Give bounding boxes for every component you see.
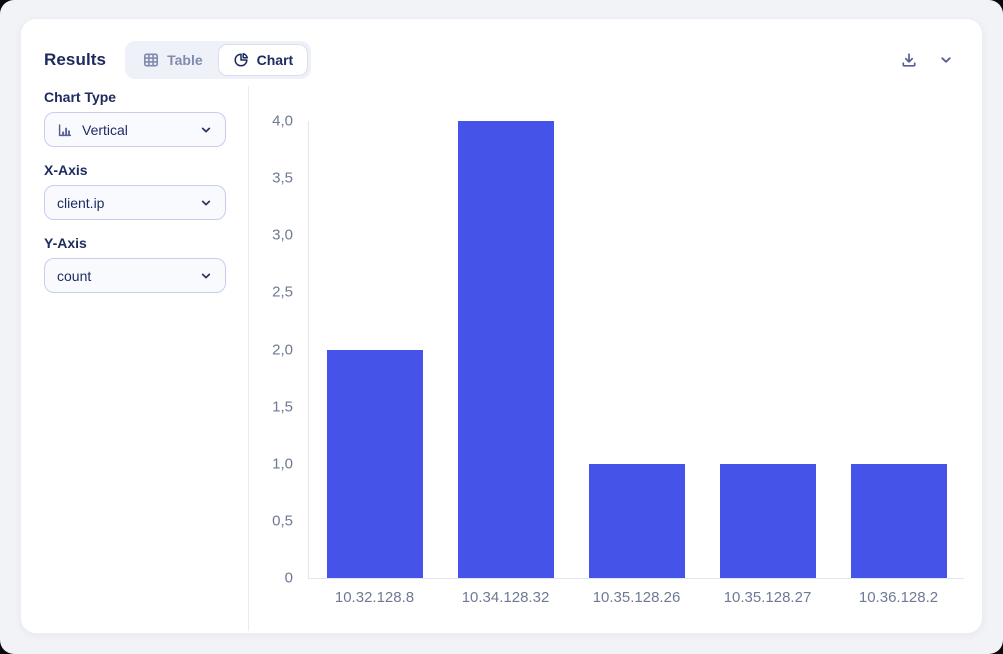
page-title: Results [44, 50, 107, 69]
y-axis-select[interactable]: count [44, 258, 226, 293]
view-toggle: Table Chart [125, 41, 312, 79]
chevron-down-icon [199, 196, 213, 210]
y-axis-tick: 0,5 [272, 512, 293, 530]
download-icon [900, 51, 918, 69]
x-axis-label: 10.36.128.2 [858, 589, 939, 606]
table-icon [143, 52, 159, 68]
bar-10.35.128.27[interactable] [719, 463, 816, 578]
chart-config-sidebar: Chart Type Vertical [44, 89, 226, 308]
x-axis-label: 10.35.128.27 [723, 589, 812, 606]
x-axis-label: X-Axis [44, 162, 88, 178]
chart-type-field: Chart Type Vertical [44, 89, 226, 147]
bar-slot: 10.35.128.26 [571, 121, 702, 606]
chevron-down-icon [199, 269, 213, 283]
download-button[interactable] [896, 47, 922, 73]
y-axis-tick: 2,5 [272, 283, 293, 301]
x-axis-select[interactable]: client.ip [44, 185, 226, 220]
chart-type-select[interactable]: Vertical [44, 112, 226, 147]
bar-chart-plot-area: 4,0 3,5 3,0 2,5 2,0 1,5 1,0 0,5 0 10.32.128.8 10.3… [272, 113, 964, 606]
bar-slot: 10.36.128.2 [833, 121, 964, 606]
chevron-down-icon [199, 123, 213, 137]
chart-type-label: Chart Type [44, 89, 117, 105]
y-axis-tick: 2,0 [272, 341, 293, 358]
collapse-button[interactable] [934, 48, 958, 72]
bar-10.32.128.8[interactable] [326, 349, 423, 578]
bar-chart-icon [57, 122, 73, 138]
bar-slot: 10.32.128.8 [309, 121, 440, 606]
results-header: Results Table [44, 39, 958, 81]
y-axis-tick: 1,5 [272, 398, 293, 416]
y-axis-value: count [57, 267, 92, 284]
chart-type-value: Vertical [82, 121, 128, 138]
y-axis-label: Y-Axis [44, 235, 87, 251]
y-axis-tick: 3,0 [272, 226, 293, 244]
chevron-down-icon [938, 52, 954, 68]
x-axis-label: 10.35.128.26 [592, 589, 681, 606]
x-axis-label: 10.34.128.32 [461, 589, 550, 606]
header-actions [896, 47, 958, 73]
tab-table-label: Table [167, 52, 203, 68]
y-axis-field: Y-Axis count [44, 235, 226, 293]
x-axis-label: 10.32.128.8 [334, 589, 415, 606]
pie-chart-icon [233, 52, 249, 68]
x-axis-field: X-Axis client.ip [44, 162, 226, 220]
results-card: Results Table [20, 18, 983, 634]
bar-10.35.128.26[interactable] [588, 463, 685, 578]
tab-chart-label: Chart [256, 52, 294, 68]
y-axis-tick: 0 [284, 569, 293, 587]
x-axis-value: client.ip [57, 194, 105, 211]
y-axis-tick: 4,0 [272, 112, 293, 130]
y-axis-tick: 3,5 [272, 169, 293, 187]
y-axis-tick: 1,0 [272, 455, 293, 473]
bar-10.34.128.32[interactable] [457, 121, 554, 578]
bar-slot: 10.34.128.32 [440, 121, 571, 606]
bar-slot: 10.35.128.27 [702, 121, 833, 606]
bar-10.36.128.2[interactable] [850, 463, 947, 578]
sidebar-divider [248, 86, 249, 631]
tab-chart[interactable]: Chart [217, 44, 309, 76]
tab-table[interactable]: Table [128, 44, 218, 76]
